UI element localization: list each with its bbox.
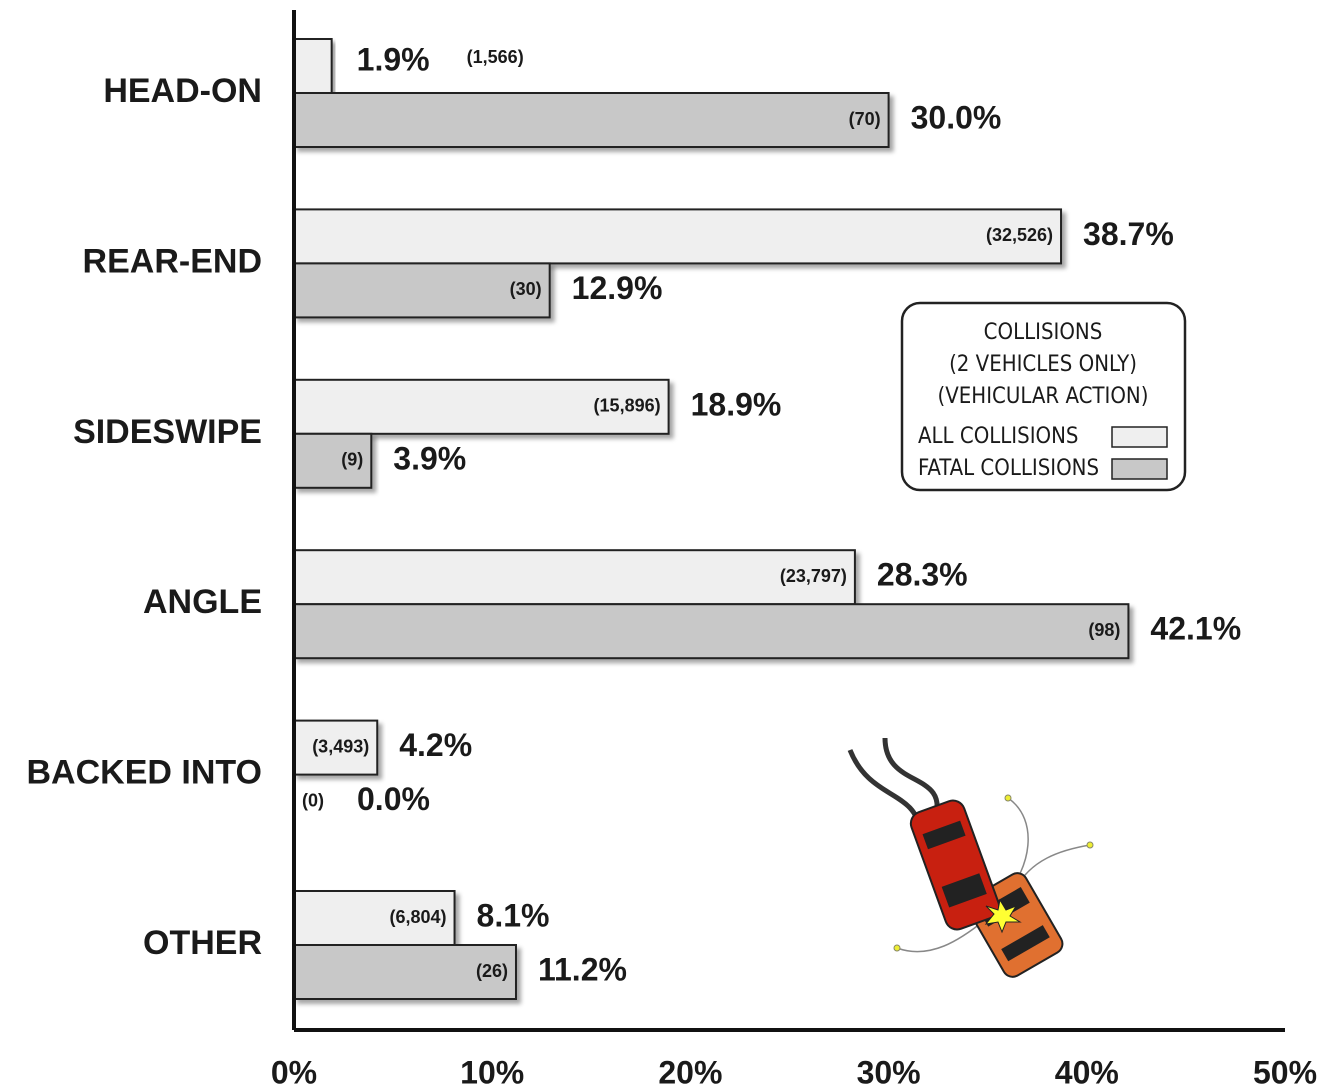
count-label: (1,566) (467, 47, 524, 67)
category-label: REAR-END (83, 242, 262, 280)
value-label: 8.1% (477, 897, 550, 933)
value-label: 38.7% (1083, 216, 1174, 252)
legend-swatch (1111, 426, 1168, 448)
bar (293, 944, 517, 1000)
count-label: (23,797) (780, 566, 847, 586)
value-label: 28.3% (877, 557, 968, 593)
bar (293, 262, 551, 319)
count-label: (6,804) (389, 907, 446, 927)
x-tick-label: 20% (658, 1054, 722, 1090)
bar (293, 208, 1063, 265)
value-label: 1.9% (357, 41, 430, 77)
legend-title: COLLISIONS (984, 320, 1103, 345)
category-label: OTHER (143, 924, 262, 962)
count-label: (26) (476, 961, 508, 981)
category-label: SIDESWIPE (73, 413, 262, 451)
bar (293, 92, 890, 148)
count-label: (32,526) (986, 225, 1053, 245)
category-label: ANGLE (143, 583, 262, 621)
count-label: (70) (849, 109, 881, 129)
value-label: 3.9% (393, 440, 466, 476)
bar (293, 603, 1130, 660)
value-label: 30.0% (911, 99, 1002, 135)
bar (293, 378, 670, 435)
legend-title: (VEHICULAR ACTION) (938, 384, 1149, 409)
category-label: BACKED INTO (27, 754, 263, 792)
value-label: 0.0% (357, 781, 430, 817)
legend-label: FATAL COLLISIONS (918, 456, 1099, 481)
x-tick-label: 10% (460, 1054, 524, 1090)
x-tick-label: 40% (1055, 1054, 1119, 1090)
count-label: (30) (510, 279, 542, 299)
crash-illustration (847, 737, 1094, 978)
count-label: (9) (341, 450, 363, 470)
count-label: (3,493) (312, 736, 369, 756)
category-label: HEAD-ON (103, 72, 262, 110)
legend-label: ALL COLLISIONS (918, 424, 1079, 449)
bar (293, 38, 333, 94)
count-label: (0) (302, 790, 324, 810)
x-tick-label: 30% (857, 1054, 921, 1090)
value-label: 12.9% (572, 270, 663, 306)
bar (293, 719, 379, 776)
value-label: 18.9% (691, 386, 782, 422)
count-label: (98) (1088, 620, 1120, 640)
x-tick-label: 0% (271, 1054, 317, 1090)
legend-title: (2 VEHICLES ONLY) (949, 352, 1137, 377)
x-tick-label: 50% (1253, 1054, 1317, 1090)
value-label: 11.2% (538, 951, 627, 987)
bar (293, 549, 856, 606)
value-label: 4.2% (399, 727, 472, 763)
count-label: (15,896) (594, 396, 661, 416)
value-label: 42.1% (1150, 611, 1241, 647)
bar (293, 890, 456, 946)
legend-swatch (1111, 458, 1168, 480)
